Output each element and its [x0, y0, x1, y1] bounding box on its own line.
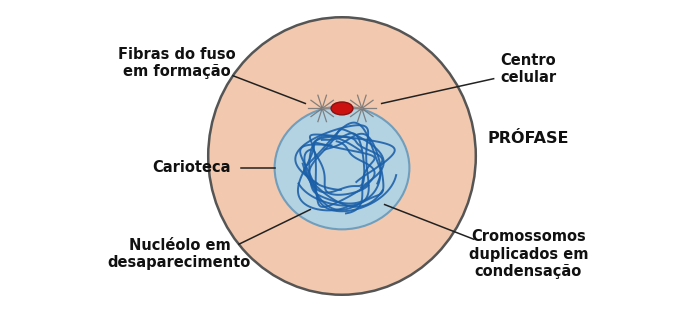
Ellipse shape [331, 102, 353, 115]
Text: Carioteca: Carioteca [152, 160, 231, 175]
Ellipse shape [275, 106, 410, 229]
Text: Fibras do fuso
em formação: Fibras do fuso em formação [118, 46, 236, 79]
Text: Cromossomos
duplicados em
condensação: Cromossomos duplicados em condensação [469, 229, 588, 279]
Text: Centro
celular: Centro celular [500, 53, 556, 85]
Text: Nucléolo em
desaparecimento: Nucléolo em desaparecimento [108, 238, 251, 270]
Ellipse shape [208, 17, 476, 295]
Text: PRÓFASE: PRÓFASE [488, 131, 569, 146]
